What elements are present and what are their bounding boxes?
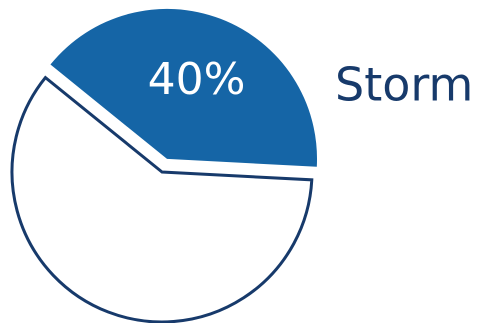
pie-slice-other	[10, 75, 314, 323]
pie-slices	[10, 8, 318, 323]
pie-slice-storm	[50, 8, 318, 167]
legend-label-storm: Storm	[335, 58, 473, 112]
slice-label-storm: 40%	[148, 54, 246, 105]
